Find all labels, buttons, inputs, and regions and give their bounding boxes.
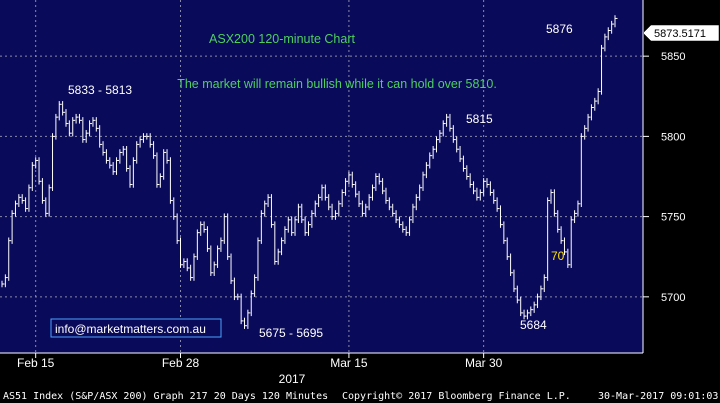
year-label: 2017 [279,372,306,386]
last-price-tag: 5873.5171 [642,24,720,42]
email-text: info@marketmatters.com.au [55,322,206,336]
annotation-label: 5684 [520,318,547,332]
x-tick-label: Mar 15 [330,356,368,370]
x-tick-label: Mar 30 [465,356,503,370]
footer-copyright: Copyright© 2017 Bloomberg Finance L.P. [342,391,571,402]
y-tick-label: 5750 [661,212,685,224]
footer-timestamp: 30-Mar-2017 09:01:03 [598,391,718,402]
annotation-label: 5833 - 5813 [68,83,132,97]
y-tick-label: 5850 [661,51,685,63]
price-bars [1,15,618,329]
chart-title: ASX200 120-minute Chart [209,32,355,46]
y-axis: 5700 5750 5800 5850 [643,51,685,304]
x-tick-label: Feb 28 [162,356,200,370]
chart-subtitle: The market will remain bullish while it … [177,77,497,91]
email-box: info@marketmatters.com.au [50,318,222,338]
last-price-box [642,24,720,42]
email-box-border [50,318,222,338]
last-price-label: 5873.5171 [654,28,706,40]
annotation-label: 5815 [466,112,493,126]
x-tick-label: Feb 15 [17,356,55,370]
annotation-label: 5876 [546,22,573,36]
footer-security: AS51 Index (S&P/ASX 200) Graph 217 20 Da… [3,391,328,402]
annotation-label: 5675 - 5695 [259,326,323,340]
y-tick-label: 5700 [661,292,685,304]
annotation-label: 70 [551,249,565,263]
y-tick-label: 5800 [661,131,685,143]
plot-area [0,0,643,353]
x-axis: Feb 15 Feb 28 Mar 15 Mar 30 [17,353,503,370]
annotations: 5833 - 5813 5675 - 5695 5815 5684 5876 70 [68,22,573,340]
